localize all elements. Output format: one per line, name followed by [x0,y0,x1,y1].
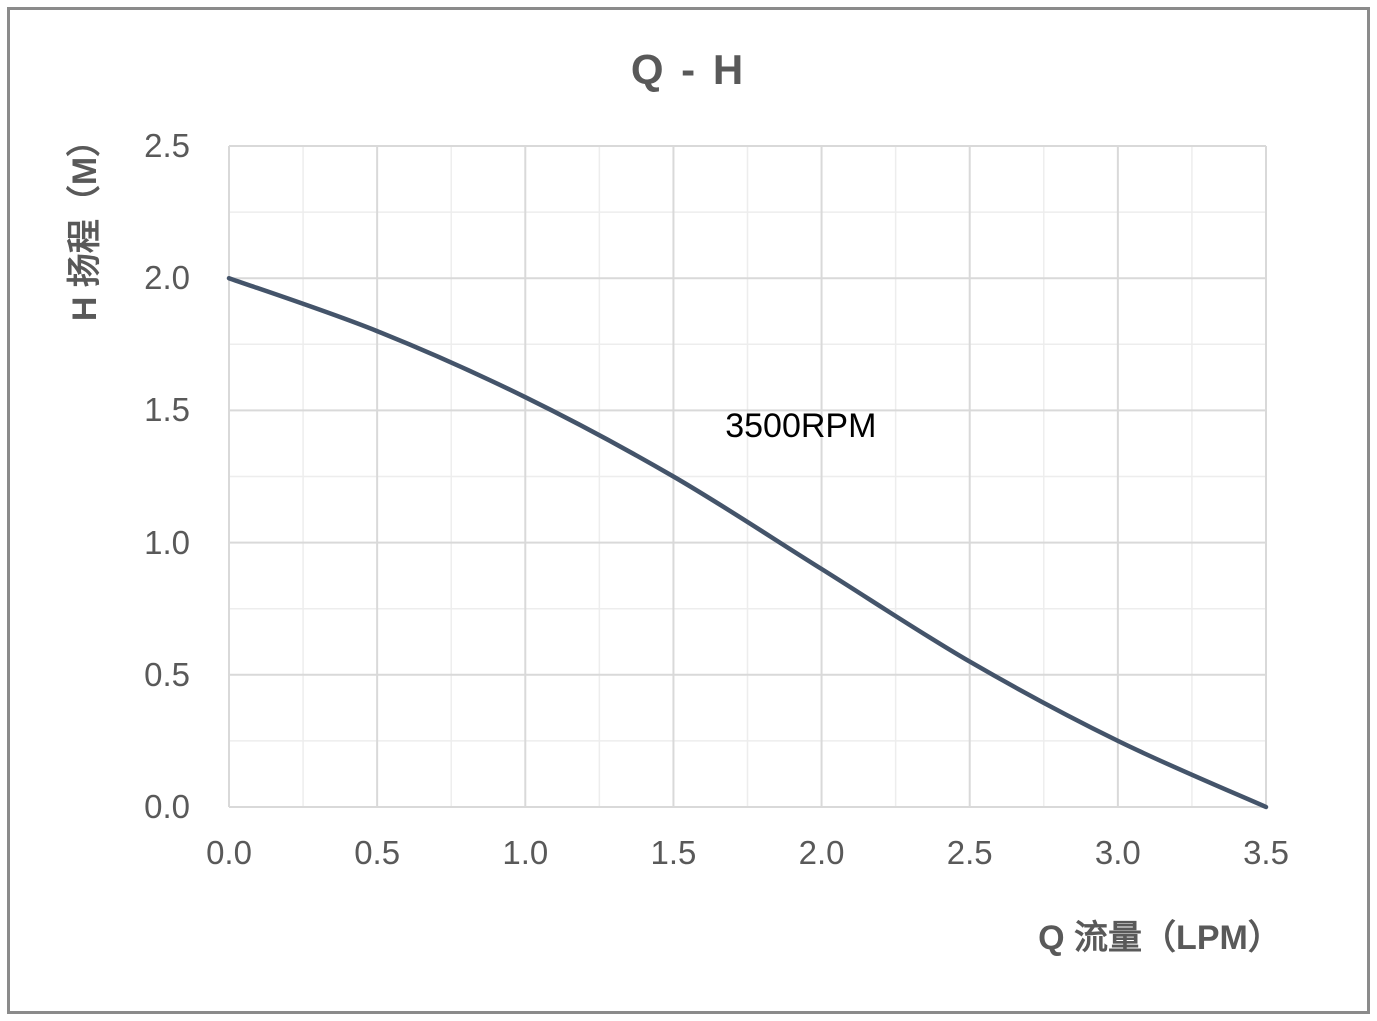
x-tick-label: 3.5 [1243,834,1289,871]
y-tick-label: 0.5 [144,655,190,693]
x-tick-label: 3.0 [1094,834,1141,871]
y-tick-label: 2.5 [144,127,190,164]
x-tick-label: 0.0 [206,834,252,871]
y-tick-label: 2.0 [144,259,190,297]
chart-title: Q - H [630,46,747,93]
x-axis-title: Q 流量（LPM） [1038,919,1282,957]
x-tick-label: 2.0 [798,834,845,871]
y-tick-label: 1.0 [144,523,190,561]
x-tick-label: 1.0 [502,834,549,871]
x-tick-label: 0.5 [354,834,401,871]
y-tick-label: 1.5 [144,391,190,429]
series-curve-3500RPM [226,275,1269,810]
x-tick-label: 2.5 [946,834,993,871]
series-annotation: 3500RPM [725,407,877,446]
x-tick-label: 1.5 [650,834,697,871]
y-tick-label: 0.0 [144,788,190,825]
